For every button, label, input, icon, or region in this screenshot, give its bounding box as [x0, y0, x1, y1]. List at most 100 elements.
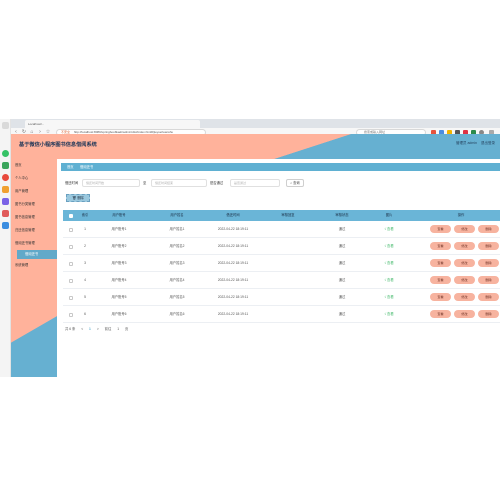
- game-icon[interactable]: [2, 210, 9, 217]
- bookmark-icon[interactable]: ☆: [45, 129, 51, 135]
- delete-button-label: 删除: [77, 196, 84, 200]
- sidebar-item-profile[interactable]: 个人中心: [15, 176, 29, 180]
- search-button[interactable]: ⌕ 查询: [286, 179, 304, 187]
- delete-button-label: 删除: [485, 244, 492, 248]
- delete-icon: 🗑: [72, 196, 78, 200]
- approved-placeholder: 是否通过: [234, 181, 247, 185]
- extension-icon[interactable]: [455, 130, 460, 135]
- home-icon[interactable]: [2, 122, 9, 129]
- refresh-icon[interactable]: ↻: [21, 129, 27, 135]
- row-image-link[interactable]: √ 查看: [384, 295, 394, 299]
- data-table: 索引 用户账号 用户姓名 借还时间 审核回复 审核状态 图片 操作 1 用户账号1…: [63, 210, 500, 323]
- end-date-input[interactable]: 借还时间结束: [151, 179, 207, 187]
- start-date-input[interactable]: 借还时间开始: [82, 179, 140, 187]
- menu-icon[interactable]: [489, 130, 494, 135]
- sidebar-item-users[interactable]: 用户管理: [15, 189, 29, 193]
- approved-select[interactable]: 是否通过: [230, 179, 280, 187]
- row-time: 2022-04-22 18:19:11: [217, 295, 249, 299]
- extension-icon[interactable]: [447, 130, 452, 135]
- row-checkbox[interactable]: [69, 278, 73, 283]
- edit-button[interactable]: 修改: [454, 276, 475, 284]
- row-checkbox[interactable]: [69, 295, 73, 300]
- row-status: 通过: [338, 244, 346, 248]
- page-suffix: 页: [124, 327, 129, 331]
- goto-input[interactable]: 1: [117, 327, 120, 331]
- prev-page-button[interactable]: <: [81, 327, 84, 331]
- row-status: 通过: [338, 295, 346, 299]
- search-placeholder: 搜索或输入网址: [364, 130, 386, 134]
- table-row: 4 用户账号4 用户姓名4 2022-04-22 18:19:11 通过 √ 查看 查看 修改…: [63, 272, 500, 289]
- extension-icon[interactable]: [431, 130, 436, 135]
- profile-icon[interactable]: [479, 130, 484, 135]
- delete-button[interactable]: 删除: [478, 259, 499, 267]
- view-button[interactable]: 查看: [430, 293, 451, 301]
- app-title: 基于微信小程序图书信息借阅系统: [19, 142, 97, 148]
- row-checkbox[interactable]: [69, 227, 73, 232]
- total-count: 共 6 条: [65, 327, 76, 331]
- sidebar-item-system[interactable]: 系统管理: [15, 263, 29, 267]
- row-time: 2022-04-22 18:19:11: [217, 312, 249, 316]
- delete-button[interactable]: 删除: [478, 242, 499, 250]
- table-row: 1 用户账号1 用户姓名1 2022-04-22 18:19:11 通过 √ 查看 查看 修改…: [63, 221, 500, 238]
- col-time: 借还时间: [226, 213, 240, 217]
- photos-icon[interactable]: [2, 186, 9, 193]
- row-checkbox[interactable]: [69, 244, 73, 249]
- view-button[interactable]: 查看: [430, 242, 451, 250]
- sidebar-item-borrow[interactable]: 借阅还书: [17, 250, 57, 259]
- row-image-link[interactable]: √ 查看: [384, 278, 394, 282]
- wechat-icon[interactable]: [2, 150, 9, 157]
- view-button[interactable]: 查看: [430, 225, 451, 233]
- row-time: 2022-04-22 18:19:11: [217, 261, 249, 265]
- sidebar-item-borrow-manage[interactable]: 借阅还书管理: [15, 241, 35, 245]
- row-time: 2022-04-22 18:19:11: [217, 244, 249, 248]
- row-name: 用户姓名5: [169, 295, 185, 299]
- sidebar-item-book-info[interactable]: 图书信息管理: [15, 215, 35, 219]
- next-page-button[interactable]: >: [96, 327, 99, 331]
- sidebar-item-home[interactable]: 首页: [15, 163, 22, 167]
- screenshot: Localhost/... ‹ ↻ ⌂ › ☆ 不安全 http://local…: [0, 119, 500, 377]
- view-button-label: 查看: [437, 312, 444, 316]
- view-button[interactable]: 查看: [430, 310, 451, 318]
- batch-delete-button[interactable]: 🗑 删除: [66, 194, 90, 202]
- forward-icon[interactable]: ›: [39, 129, 41, 135]
- logout-link[interactable]: 退出登录: [481, 141, 495, 145]
- sidebar-item-return-info[interactable]: 归还信息管理: [15, 228, 35, 232]
- row-image-link[interactable]: √ 查看: [384, 261, 394, 265]
- table-row: 5 用户账号5 用户姓名5 2022-04-22 18:19:11 通过 √ 查看 查看 修改…: [63, 289, 500, 306]
- back-icon[interactable]: ‹: [15, 129, 17, 135]
- table-row: 6 用户账号6 用户姓名6 2022-04-22 18:19:11 通过 √ 查看 查看 修改…: [63, 306, 500, 323]
- row-image-link[interactable]: √ 查看: [384, 312, 394, 316]
- delete-button[interactable]: 删除: [478, 225, 499, 233]
- extension-icon[interactable]: [471, 130, 476, 135]
- extension-icon[interactable]: [439, 130, 444, 135]
- edit-button[interactable]: 修改: [454, 225, 475, 233]
- chrome-icon[interactable]: [2, 174, 9, 181]
- view-button[interactable]: 查看: [430, 259, 451, 267]
- sidebar-item-book-category[interactable]: 图书分类管理: [15, 202, 35, 206]
- edit-button-label: 修改: [461, 312, 468, 316]
- delete-button[interactable]: 删除: [478, 310, 499, 318]
- edit-button-label: 修改: [461, 244, 468, 248]
- edit-button[interactable]: 修改: [454, 259, 475, 267]
- music-icon[interactable]: [2, 222, 9, 229]
- edit-button-label: 修改: [461, 278, 468, 282]
- browser-tab[interactable]: Localhost/...: [25, 120, 200, 128]
- home-nav-icon[interactable]: ⌂: [30, 129, 34, 135]
- search-button-label: 查询: [293, 181, 300, 185]
- view-button[interactable]: 查看: [430, 276, 451, 284]
- edit-button[interactable]: 修改: [454, 242, 475, 250]
- row-checkbox[interactable]: [69, 261, 73, 266]
- delete-button[interactable]: 删除: [478, 293, 499, 301]
- edit-button[interactable]: 修改: [454, 293, 475, 301]
- row-image-link[interactable]: √ 查看: [384, 244, 394, 248]
- extension-icon[interactable]: [463, 130, 468, 135]
- page-number[interactable]: 1: [89, 327, 91, 331]
- delete-button[interactable]: 删除: [478, 276, 499, 284]
- edit-button[interactable]: 修改: [454, 310, 475, 318]
- breadcrumb-home[interactable]: 首页: [67, 165, 74, 169]
- row-checkbox[interactable]: [69, 312, 73, 317]
- messenger-icon[interactable]: [2, 198, 9, 205]
- app-icon[interactable]: [2, 162, 9, 169]
- row-image-link[interactable]: √ 查看: [384, 227, 394, 231]
- select-all-checkbox[interactable]: [69, 213, 73, 218]
